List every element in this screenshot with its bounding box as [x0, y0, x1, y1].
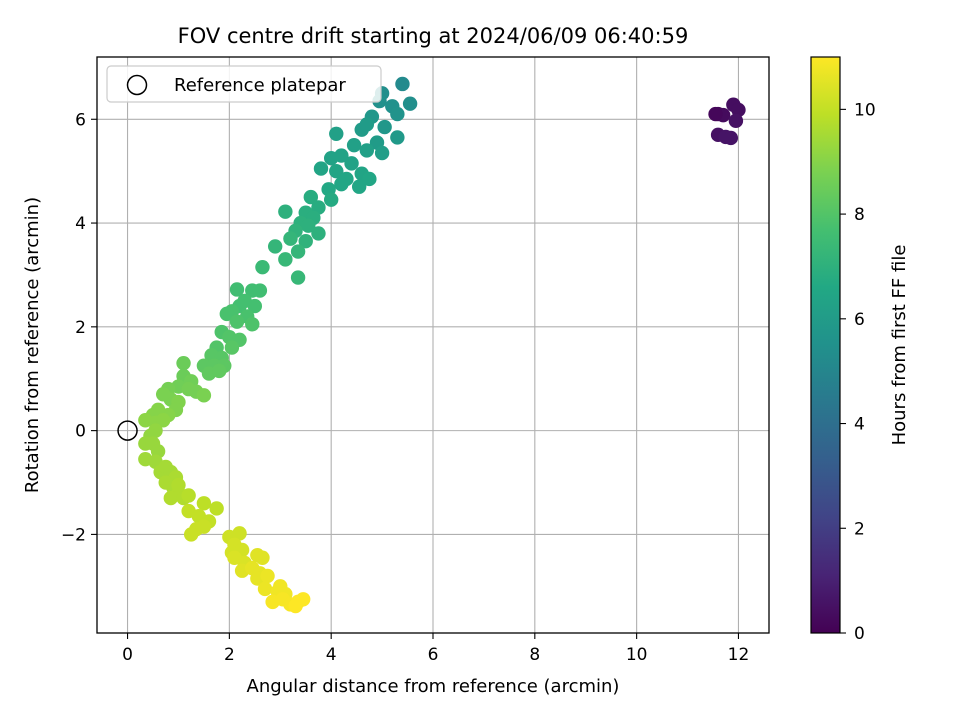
- colorbar-gradient: [810, 56, 841, 634]
- y-axis-label: Rotation from reference (arcmin): [22, 197, 43, 493]
- data-point: [155, 387, 171, 402]
- colorbar: 0 2 4 6 8 10 Hours from first FF file: [810, 56, 910, 644]
- data-point: [232, 526, 247, 541]
- data-point: [402, 96, 418, 111]
- colorbar-tick-label: 0: [854, 624, 865, 644]
- colorbar-label: Hours from first FF file: [889, 245, 910, 446]
- x-tick-label: 6: [428, 645, 439, 665]
- data-point: [278, 204, 293, 219]
- legend-marker-icon: [126, 74, 148, 96]
- data-point: [255, 550, 270, 565]
- data-point: [288, 598, 303, 614]
- data-point: [247, 298, 263, 314]
- data-point: [344, 156, 359, 171]
- colorbar-tick-label: 6: [854, 310, 865, 330]
- data-point: [313, 161, 329, 176]
- data-point: [245, 317, 260, 332]
- data-point: [176, 355, 191, 371]
- y-tick-label: 4: [75, 214, 86, 234]
- data-point: [334, 176, 349, 192]
- data-point: [290, 270, 306, 285]
- data-point: [390, 130, 405, 145]
- data-point: [163, 490, 179, 506]
- grid-lines: [97, 57, 769, 633]
- data-point: [346, 138, 362, 153]
- data-point: [329, 163, 344, 179]
- x-tick-label: 8: [529, 645, 540, 665]
- data-point: [395, 76, 410, 92]
- x-tick-label: 10: [626, 645, 648, 665]
- data-point: [260, 568, 275, 584]
- x-axis-ticks: 0 2 4 6 8 10 12: [122, 633, 749, 665]
- colorbar-tick-label: 10: [854, 100, 876, 120]
- data-point: [196, 496, 212, 511]
- reference-marker: [117, 420, 138, 441]
- y-tick-label: 0: [75, 422, 86, 442]
- data-point: [229, 314, 245, 329]
- data-point: [390, 106, 405, 122]
- legend-box: [106, 65, 382, 103]
- y-tick-label: −2: [61, 525, 86, 545]
- data-point: [708, 106, 723, 122]
- scatter-points: [138, 76, 746, 614]
- legend: Reference platepar: [106, 65, 382, 103]
- x-tick-label: 2: [224, 645, 235, 665]
- data-point: [303, 189, 319, 205]
- data-point: [374, 145, 390, 161]
- x-axis-label: Angular distance from reference (arcmin): [247, 676, 620, 697]
- chart-title: FOV centre drift starting at 2024/06/09 …: [178, 24, 689, 48]
- data-point: [377, 119, 392, 135]
- data-point: [155, 413, 171, 428]
- colorbar-ticks: 0 2 4 6 8 10: [840, 100, 876, 644]
- x-tick-label: 0: [122, 645, 133, 665]
- colorbar-tick-label: 4: [854, 415, 865, 435]
- data-point: [283, 231, 298, 246]
- data-point: [257, 581, 273, 597]
- data-point: [252, 283, 268, 298]
- data-point: [290, 244, 306, 259]
- colorbar-tick-label: 8: [854, 205, 865, 225]
- data-point: [183, 527, 199, 542]
- y-axis-ticks: −2 0 2 4 6: [61, 110, 97, 545]
- data-point: [329, 126, 344, 141]
- data-point: [728, 113, 744, 129]
- data-point: [323, 150, 339, 166]
- colorbar-tick-label: 2: [854, 519, 865, 539]
- x-tick-label: 12: [728, 645, 750, 665]
- data-point: [209, 501, 224, 516]
- data-point: [181, 488, 196, 503]
- data-point: [278, 252, 293, 267]
- data-point: [229, 282, 245, 297]
- data-point: [311, 226, 326, 241]
- data-point: [224, 340, 240, 355]
- data-point: [723, 130, 739, 146]
- data-point: [359, 143, 375, 158]
- x-tick-label: 4: [326, 645, 337, 665]
- data-point: [255, 259, 270, 275]
- legend-label: Reference platepar: [174, 75, 346, 96]
- data-point: [731, 102, 746, 118]
- data-point: [351, 179, 367, 194]
- data-point: [219, 306, 235, 322]
- y-tick-label: 6: [75, 110, 86, 130]
- data-point: [171, 477, 186, 493]
- data-point: [211, 363, 227, 379]
- data-point: [359, 117, 375, 132]
- data-point: [323, 192, 339, 207]
- data-point: [196, 388, 212, 403]
- data-point: [301, 218, 316, 233]
- data-point: [298, 234, 313, 249]
- data-point: [267, 239, 283, 254]
- data-point: [362, 171, 377, 187]
- y-tick-label: 2: [75, 318, 86, 338]
